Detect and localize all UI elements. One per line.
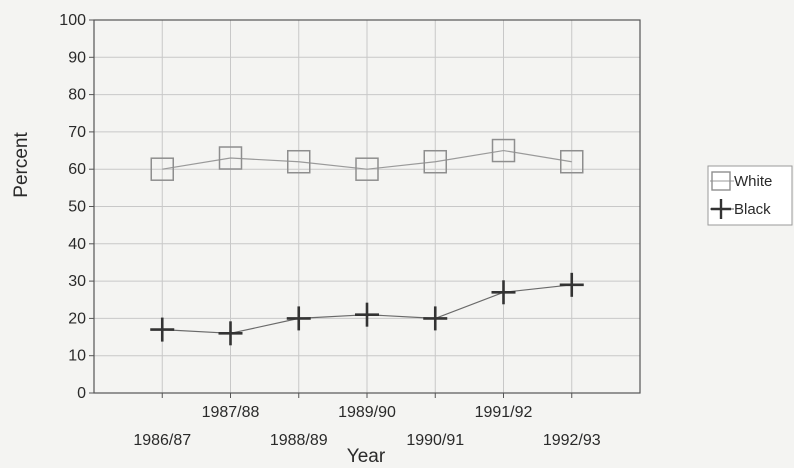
series-white-point	[423, 149, 447, 174]
series-white-point	[355, 157, 379, 181]
series-white-point	[287, 149, 311, 174]
y-tick-label: 100	[59, 12, 86, 29]
legend: White Black	[707, 165, 793, 226]
legend-black-label: Black	[734, 201, 771, 218]
series-white-line	[162, 149, 572, 170]
series-black-point	[218, 321, 243, 346]
x-tick-label: 1987/88	[202, 404, 260, 421]
x-axis-title: Year	[347, 446, 386, 467]
series-white-point	[218, 146, 243, 170]
y-tick-label: 90	[68, 49, 86, 66]
x-tick-labels: 1986/87 1987/88 1988/89 1989/90 1990/91 1991/…	[133, 393, 601, 449]
y-axis-title: Percent	[11, 132, 32, 198]
y-tick-label: 10	[68, 348, 86, 365]
legend-black-marker	[711, 199, 731, 219]
x-tick-label: 1991/92	[475, 404, 533, 421]
y-tick-label: 70	[68, 124, 86, 141]
series-white-point	[491, 138, 516, 163]
series-black-point	[150, 317, 175, 342]
y-tick-label: 50	[68, 199, 86, 216]
y-tick-label: 80	[68, 87, 86, 104]
series-black-point	[491, 280, 516, 305]
series-black-point	[559, 272, 584, 297]
legend-white-label: White	[734, 173, 772, 190]
series-white-point	[150, 157, 174, 181]
series	[150, 138, 584, 346]
y-tick-labels: 0 10 20 30 40 50 60 70 80 90 100	[59, 12, 86, 402]
y-tick-label: 60	[68, 161, 86, 178]
series-white-point	[560, 149, 584, 174]
x-tick-label: 1988/89	[270, 432, 328, 449]
y-tick-label: 0	[77, 385, 86, 402]
x-tick-label: 1986/87	[133, 432, 191, 449]
y-tick-label: 40	[68, 236, 86, 253]
x-tick-label: 1992/93	[543, 432, 601, 449]
grid	[89, 19, 640, 394]
series-black-point	[423, 306, 448, 331]
y-tick-label: 20	[68, 310, 86, 327]
legend-white-marker	[711, 171, 731, 191]
x-tick-label: 1990/91	[406, 432, 464, 449]
x-tick-label: 1989/90	[338, 404, 396, 421]
series-black-point	[286, 306, 311, 331]
series-black-point	[355, 302, 379, 327]
y-tick-label: 30	[68, 273, 86, 290]
